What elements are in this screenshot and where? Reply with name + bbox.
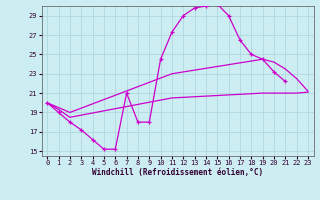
X-axis label: Windchill (Refroidissement éolien,°C): Windchill (Refroidissement éolien,°C): [92, 168, 263, 177]
